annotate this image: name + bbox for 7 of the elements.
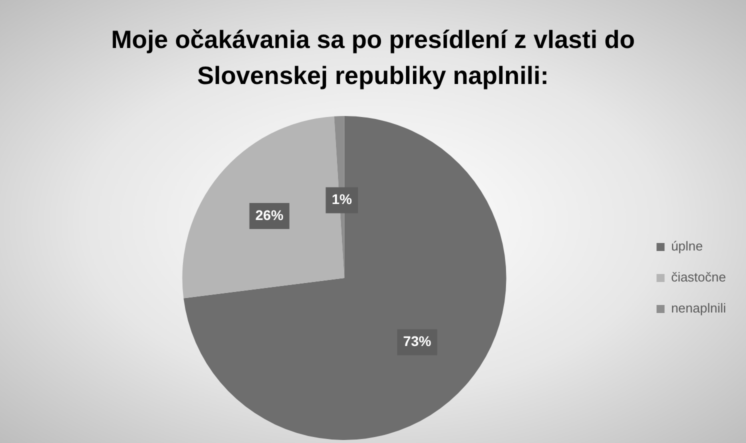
legend-label: úplne [671, 238, 703, 254]
data-label: 1% [332, 191, 353, 208]
data-label: 26% [255, 206, 284, 223]
legend-label: čiastočne [671, 270, 726, 285]
data-label: 73% [403, 333, 432, 350]
chart-title: Moje očakávania sa po presídlení z vlasti do Slovenskej republiky naplnili: [110, 25, 636, 92]
legend-label: nenaplnili [671, 300, 726, 316]
